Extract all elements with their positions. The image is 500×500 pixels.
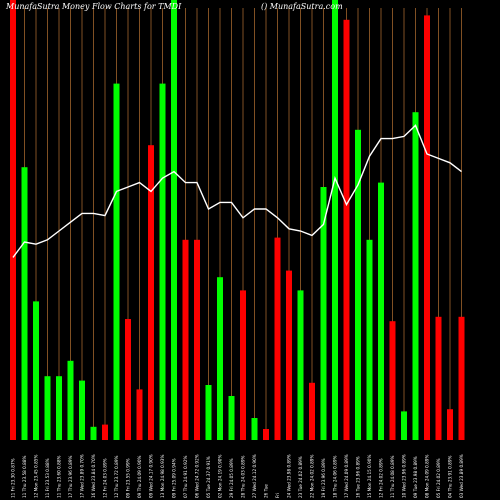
bar <box>263 429 269 440</box>
x-tick-label: 28 Thu 24.03 0.89% <box>241 456 246 498</box>
x-tick-label: 04 Thu 23.91 0.89% <box>448 456 453 498</box>
x-tick-label: 26 Tue <box>264 484 269 498</box>
bar <box>309 382 315 440</box>
x-tick-label: 09 Fri 25.09 0.94% <box>172 458 177 498</box>
x-tick-label: 12 Mon 23.45 0.85% <box>34 455 39 498</box>
bar <box>274 237 281 440</box>
bar <box>286 270 292 440</box>
x-tick-label: Fri <box>275 493 280 498</box>
bar <box>240 290 246 440</box>
bar <box>194 239 200 440</box>
x-tick-label: 12 Fri 24.02 0.89% <box>379 458 384 498</box>
bar <box>102 424 108 440</box>
bar <box>355 129 361 441</box>
x-tick-label: 10 Wed 23.96 0.89% <box>402 454 407 498</box>
bar <box>412 112 419 440</box>
x-tick-labels: 11 Fri 23.30 0.87% 11 Thu 23.58 0.88% 12 M… <box>11 454 465 498</box>
bar <box>217 277 223 440</box>
bar <box>33 301 39 440</box>
bar <box>136 389 143 440</box>
x-tick-label: 11 Thu 23.58 0.88% <box>22 456 27 498</box>
x-tick-label: 15 Mon 24.15 0.90% <box>367 455 372 498</box>
bar <box>159 83 166 440</box>
bar <box>389 321 396 440</box>
x-tick-label: 11 Fri 23.53 0.88% <box>45 458 50 498</box>
bar-series <box>10 0 465 441</box>
bar <box>401 411 407 440</box>
x-tick-label: 09 Fri 23.55 0.99% <box>126 458 131 498</box>
bar <box>113 83 120 440</box>
bar <box>182 239 189 440</box>
bar <box>10 0 16 440</box>
x-tick-label: 17 Thu 23.96 0.89% <box>68 456 73 498</box>
x-tick-label: 13 Mon 24.98 0.93% <box>160 455 165 498</box>
bar <box>320 187 327 440</box>
bar <box>21 167 28 440</box>
bar <box>44 376 51 440</box>
x-tick-label: 05 Fri 24.02 0.89% <box>436 458 441 498</box>
bar <box>56 376 62 440</box>
x-tick-label: 17 Wed 24.09 0.89% <box>344 454 349 498</box>
bar <box>171 0 177 440</box>
bar <box>125 319 131 440</box>
bar <box>228 396 235 440</box>
bar <box>435 316 442 440</box>
x-tick-label: 23 Tue 24.02 0.89% <box>298 456 303 498</box>
x-tick-label: 16 Tue 23.96 0.89% <box>356 456 361 498</box>
bar <box>366 239 373 440</box>
bar <box>148 145 154 440</box>
x-tick-label: 16 Wed 23.84 0.70% <box>91 454 96 498</box>
x-tick-label: 29 Fri 24.05 0.89% <box>229 458 234 498</box>
x-tick-label: 06 Wed 24.72 0.92% <box>195 454 200 498</box>
x-tick-label: 22 Mon 24.02 0.89% <box>310 455 315 498</box>
x-tick-label: 02 Mon 24.19 0.90% <box>218 455 223 498</box>
bar <box>343 19 350 441</box>
bar <box>79 380 85 440</box>
watermark: () MunafaSutra.com <box>261 2 343 11</box>
x-tick-label: 09 Thu 24.09 0.90% <box>137 456 142 498</box>
bar <box>424 15 430 441</box>
x-tick-label: 17 Wed 23.89 0.70% <box>80 454 85 498</box>
bar <box>458 316 465 440</box>
x-tick-label: 09 Wed 24.17 0.90% <box>149 454 154 498</box>
x-tick-label: 03 Wed 23.89 0.89% <box>459 454 464 498</box>
x-tick-label: 09 Tue 23.98 0.89% <box>413 456 418 498</box>
money-flow-line <box>12 124 462 258</box>
bar <box>332 0 338 440</box>
bar <box>251 418 258 440</box>
x-tick-label: 05 Tue 24.37 0.91% <box>206 456 211 498</box>
x-tick-label: 11 Thu 24.08 0.89% <box>390 456 395 498</box>
x-tick-label: 12 Thu 23.72 0.89% <box>114 456 119 498</box>
bar <box>297 290 304 440</box>
chart-title: MunafaSutra Money Flow Charts for TMDI <box>5 2 182 11</box>
x-tick-label: 27 Wed 24.12 0.90% <box>252 454 257 498</box>
x-tick-label: 11 Thu 23.60 0.88% <box>57 456 62 498</box>
x-tick-label: 11 Fri 23.30 0.87% <box>11 458 16 498</box>
x-tick-label: 19 Fri 23.96 0.89% <box>321 458 326 498</box>
bar <box>67 360 74 440</box>
x-tick-label: 08 Mon 24.09 0.89% <box>425 455 430 498</box>
bar <box>378 182 384 440</box>
bar <box>447 409 453 440</box>
x-tick-label: 24 Wed 23.98 0.89% <box>287 454 292 498</box>
bar <box>90 426 97 440</box>
x-tick-label: 12 Fri 24.03 0.89% <box>103 458 108 498</box>
bar <box>205 385 212 440</box>
x-tick-label: 07 Thu 24.91 0.92% <box>183 456 188 498</box>
x-tick-label: 18 Thu 24.06 0.89% <box>333 456 338 498</box>
